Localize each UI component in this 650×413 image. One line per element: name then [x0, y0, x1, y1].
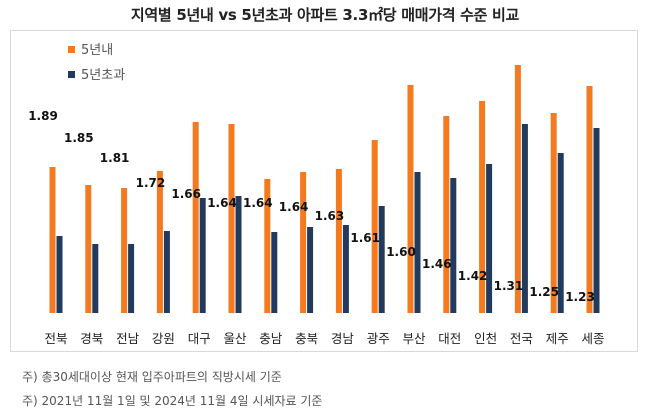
ratio-label: 1.64: [279, 200, 309, 214]
category-label: 경남: [331, 331, 355, 346]
bar-within-5y-14: [550, 113, 557, 313]
chart-title: 지역별 5년내 vs 5년초과 아파트 3.3㎡당 매매가격 수준 비교: [130, 6, 520, 24]
category-label: 경북: [80, 331, 103, 346]
bar-over-5y-9: [378, 206, 385, 313]
bar-within-5y-3: [156, 171, 163, 313]
ratio-label: 1.89: [28, 109, 58, 123]
footnote-1: 주) 총30세대이상 현재 입주아파트의 직방시세 기준: [22, 370, 282, 384]
bar-over-5y-7: [307, 227, 314, 313]
ratio-label: 1.85: [64, 131, 94, 145]
ratio-label: 1.42: [458, 269, 488, 283]
bar-within-5y-12: [479, 101, 486, 313]
ratio-labels: 1.89 1.85 1.81 1.72 1.66 1.64 1.64 1.64 1.63 1.61…: [28, 109, 595, 304]
bar-within-5y-4: [192, 122, 199, 313]
bar-within-5y-6: [264, 179, 271, 313]
bar-within-5y-8: [335, 169, 342, 313]
ratio-label: 1.66: [171, 187, 201, 201]
category-label: 강원: [152, 331, 175, 346]
category-label: 인천: [474, 331, 497, 346]
bar-over-5y-10: [414, 172, 421, 313]
bar-within-5y-13: [514, 65, 521, 313]
category-label: 전북: [44, 331, 67, 346]
category-label: 세종: [581, 331, 604, 346]
legend: 5년내 5년초과: [68, 43, 125, 83]
bar-over-5y-14: [557, 153, 564, 313]
ratio-label: 1.25: [529, 285, 559, 299]
bar-within-5y-0: [49, 167, 56, 313]
legend-swatch-over-5y: [68, 71, 75, 78]
ratio-label: 1.72: [136, 176, 166, 190]
bar-within-5y-15: [586, 86, 593, 313]
category-label: 충남: [259, 331, 283, 346]
bar-chart: 5년내 5년초과 1.89 1.85 1.81 1.72 1.66 1.64 1.64 1.6…: [28, 43, 604, 346]
ratio-label: 1.81: [100, 151, 130, 165]
category-label: 광주: [367, 331, 390, 346]
ratio-label: 1.31: [494, 279, 524, 293]
bar-within-5y-9: [371, 140, 378, 313]
category-label: 부산: [402, 331, 426, 346]
bar-within-5y-1: [85, 185, 92, 313]
bar-over-5y-0: [56, 236, 63, 313]
bar-over-5y-4: [199, 198, 206, 313]
ratio-label: 1.60: [386, 245, 416, 259]
category-label: 전남: [116, 331, 140, 346]
ratio-label: 1.23: [565, 290, 595, 304]
bar-over-5y-12: [486, 164, 493, 313]
category-label: 제주: [546, 331, 569, 346]
chart-frame: [10, 30, 638, 352]
bar-group: [49, 65, 600, 313]
bar-over-5y-6: [271, 232, 278, 313]
footnote-2: 주) 2021년 11월 1일 및 2024년 11월 4일 시세자료 기준: [22, 394, 323, 408]
bar-over-5y-11: [450, 178, 457, 313]
category-label: 대전: [438, 331, 461, 346]
legend-label-within-5y: 5년내: [81, 43, 113, 58]
category-label: 충북: [295, 331, 318, 346]
bar-over-5y-2: [128, 244, 135, 313]
bar-within-5y-5: [228, 124, 235, 313]
legend-swatch-within-5y: [68, 46, 75, 53]
category-labels: 전북 경북 전남 강원 대구 울산 충남 충북 경남 광주 부산 대전 인천 전국 제주 세종: [44, 331, 604, 346]
bar-within-5y-11: [443, 116, 450, 313]
bar-over-5y-8: [342, 225, 349, 313]
bar-over-5y-1: [92, 244, 99, 313]
ratio-label: 1.64: [243, 196, 273, 210]
ratio-label: 1.46: [422, 257, 452, 271]
bar-over-5y-5: [235, 196, 242, 313]
category-label: 전국: [510, 331, 533, 346]
ratio-label: 1.64: [207, 196, 237, 210]
ratio-label: 1.61: [350, 231, 380, 245]
bar-over-5y-3: [163, 231, 170, 313]
ratio-label: 1.63: [315, 209, 345, 223]
bar-within-5y-7: [300, 172, 307, 313]
category-label: 대구: [188, 331, 211, 346]
bar-within-5y-2: [121, 188, 128, 313]
bar-over-5y-15: [593, 128, 600, 313]
category-label: 울산: [223, 331, 247, 346]
bar-within-5y-10: [407, 85, 414, 313]
legend-label-over-5y: 5년초과: [81, 68, 125, 83]
bar-over-5y-13: [521, 124, 528, 313]
